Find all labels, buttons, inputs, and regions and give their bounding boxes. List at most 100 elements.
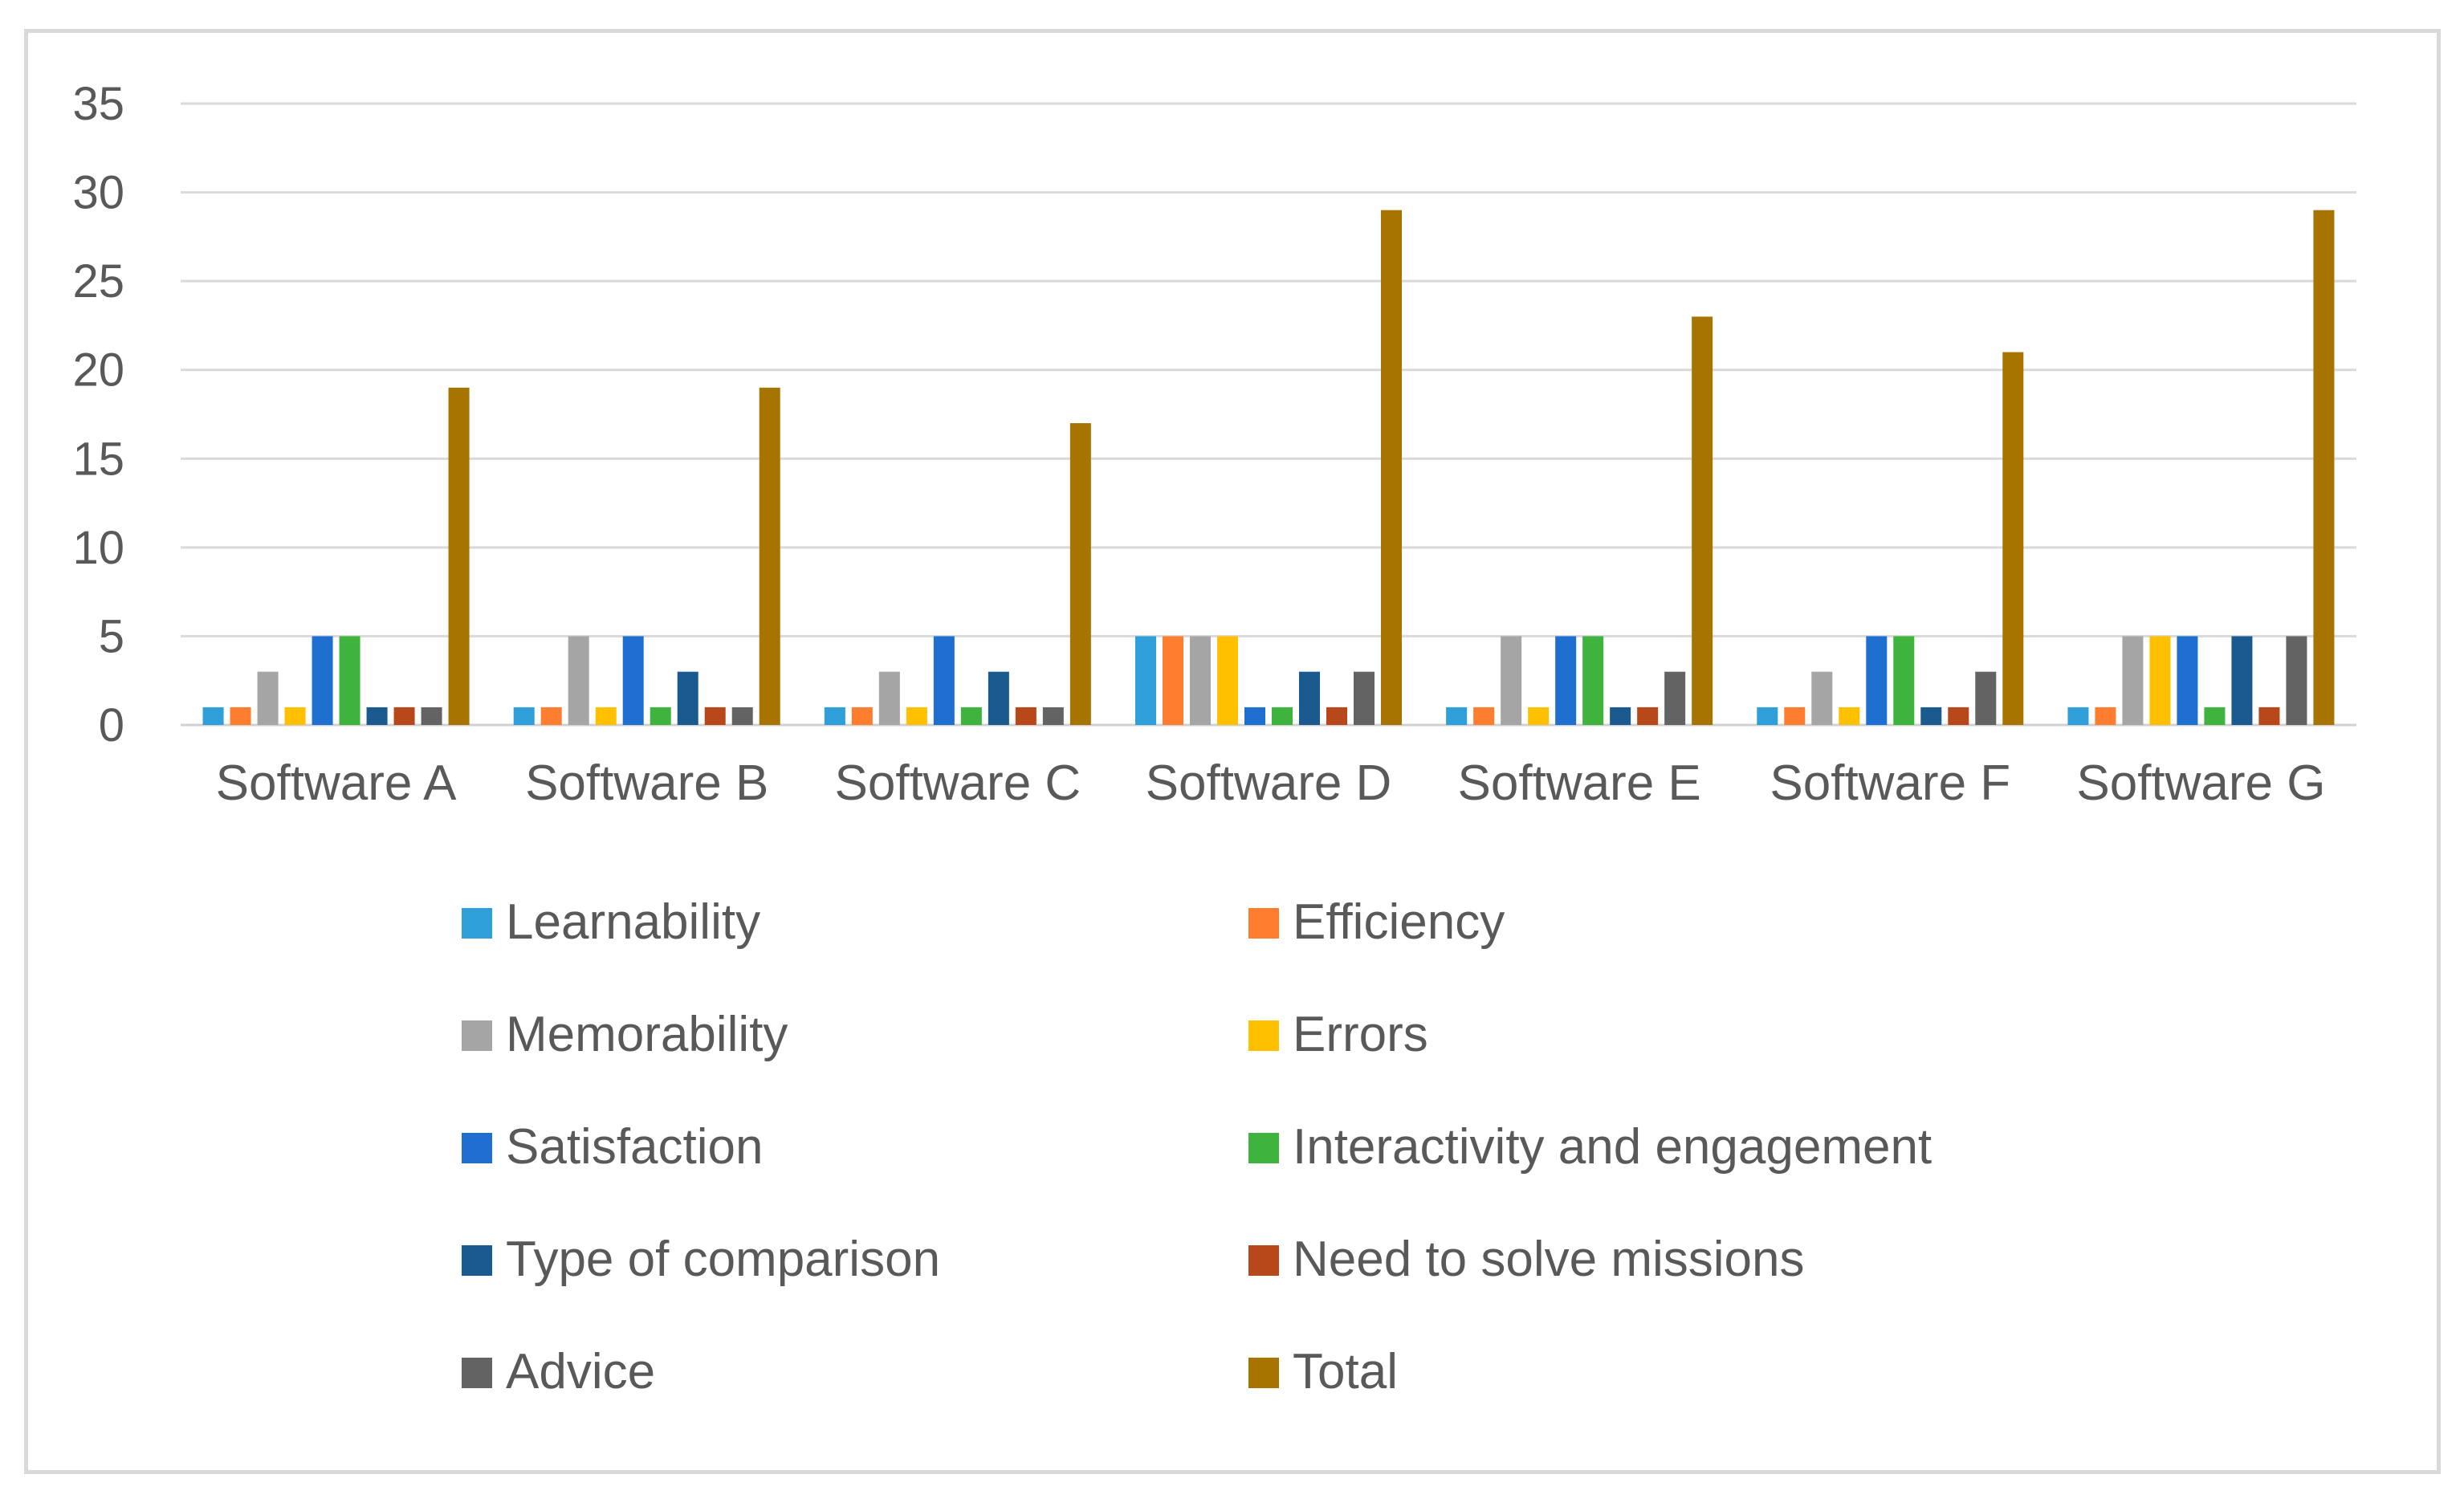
bar-errors-2 [906, 707, 927, 725]
bar-need-to-solve-missions-5 [1948, 707, 1969, 725]
x-tick-label: Software B [525, 756, 768, 811]
legend-label: Interactivity and engagement [1293, 1119, 1932, 1175]
bar-advice-6 [2286, 636, 2307, 725]
bar-type-of-comparison-2 [988, 671, 1009, 725]
bars [202, 210, 2335, 725]
bar-type-of-comparison-1 [677, 671, 698, 725]
bar-efficiency-5 [1784, 707, 1806, 725]
bar-satisfaction-5 [1866, 636, 1888, 725]
bar-errors-3 [1217, 636, 1238, 725]
legend-label: Efficiency [1293, 894, 1505, 950]
bar-total-3 [1381, 210, 1402, 725]
x-axis-labels: Software A Software B Software C Software D… [216, 756, 2326, 811]
bar-learnability-2 [824, 707, 845, 725]
bar-advice-2 [1042, 707, 1064, 725]
bar-interactivity-and-engagement-0 [339, 636, 360, 725]
y-tick-label: 35 [72, 78, 124, 130]
legend-label: Total [1293, 1344, 1398, 1399]
legend-label: Type of comparison [506, 1232, 940, 1287]
x-tick-label: Software G [2076, 756, 2325, 811]
bar-efficiency-1 [540, 707, 562, 725]
bar-need-to-solve-missions-1 [704, 707, 726, 725]
legend-label: Advice [506, 1344, 655, 1399]
bar-need-to-solve-missions-2 [1015, 707, 1037, 725]
bar-total-5 [2002, 352, 2024, 725]
bar-satisfaction-2 [933, 636, 955, 725]
bar-advice-5 [1975, 671, 1997, 725]
legend-swatch-learnability [462, 908, 492, 939]
x-tick-label: Software E [1458, 756, 1701, 811]
bar-need-to-solve-missions-3 [1326, 707, 1347, 725]
legend-swatch-memorability [462, 1020, 492, 1051]
bar-interactivity-and-engagement-6 [2204, 707, 2226, 725]
legend-swatch-total [1248, 1358, 1279, 1388]
y-tick-label: 30 [72, 167, 124, 219]
legend-swatch-advice [462, 1358, 492, 1388]
bar-type-of-comparison-5 [1920, 707, 1942, 725]
bar-total-2 [1069, 423, 1091, 725]
legend-label: Learnability [506, 894, 760, 950]
bar-total-0 [448, 387, 470, 725]
bar-total-4 [1692, 316, 1713, 725]
gridlines [181, 102, 2356, 727]
bar-memorability-2 [878, 671, 900, 725]
bar-satisfaction-4 [1555, 636, 1577, 725]
bar-efficiency-2 [851, 707, 873, 725]
bar-learnability-0 [202, 707, 224, 725]
legend-swatch-type-of-comparison [462, 1245, 492, 1276]
bar-errors-0 [284, 707, 306, 725]
bar-learnability-6 [2067, 707, 2089, 725]
bar-need-to-solve-missions-6 [2258, 707, 2280, 725]
bar-satisfaction-3 [1244, 707, 1265, 725]
legend-swatch-efficiency [1248, 908, 1279, 939]
bar-satisfaction-6 [2177, 636, 2198, 725]
bar-errors-5 [1839, 707, 1860, 725]
y-tick-label: 10 [72, 522, 124, 574]
bar-type-of-comparison-6 [2231, 636, 2253, 725]
bar-advice-3 [1354, 671, 1375, 725]
legend-swatch-interactivity-and-engagement [1248, 1133, 1279, 1163]
y-axis-labels: 0 5 10 15 20 25 30 35 [72, 78, 124, 751]
y-tick-label: 25 [72, 255, 124, 308]
bar-advice-1 [731, 707, 753, 725]
legend-label: Satisfaction [506, 1119, 764, 1175]
bar-interactivity-and-engagement-3 [1272, 707, 1293, 725]
bar-memorability-6 [2122, 636, 2144, 725]
legend-label: Errors [1293, 1007, 1428, 1062]
bar-errors-1 [595, 707, 617, 725]
bar-errors-4 [1528, 707, 1550, 725]
x-tick-label: Software F [1770, 756, 2010, 811]
bar-type-of-comparison-4 [1610, 707, 1631, 725]
bar-satisfaction-1 [622, 636, 644, 725]
bar-errors-6 [2149, 636, 2171, 725]
bar-learnability-4 [1446, 707, 1468, 725]
legend: Learnability Efficiency Memorability Errors… [462, 894, 1932, 1399]
bar-learnability-5 [1757, 707, 1778, 725]
legend-swatch-satisfaction [462, 1133, 492, 1163]
bar-need-to-solve-missions-0 [393, 707, 415, 725]
bar-advice-0 [421, 707, 442, 725]
bar-efficiency-6 [2095, 707, 2116, 725]
x-tick-label: Software A [216, 756, 457, 811]
bar-memorability-5 [1811, 671, 1833, 725]
y-tick-label: 15 [72, 433, 124, 485]
bar-interactivity-and-engagement-2 [960, 707, 982, 725]
bar-satisfaction-0 [312, 636, 333, 725]
bar-advice-4 [1664, 671, 1686, 725]
bar-memorability-1 [568, 636, 589, 725]
legend-label: Need to solve missions [1293, 1232, 1805, 1287]
bar-memorability-4 [1501, 636, 1522, 725]
bar-efficiency-3 [1163, 636, 1183, 725]
y-tick-label: 5 [99, 610, 124, 662]
y-tick-label: 20 [72, 344, 124, 397]
chart-frame: 0 5 10 15 20 25 30 35 Software A Software B Softw… [24, 29, 2441, 1474]
bar-memorability-0 [257, 671, 279, 725]
bar-total-6 [2313, 210, 2335, 725]
bar-efficiency-4 [1473, 707, 1495, 725]
legend-swatch-need-to-solve-missions [1248, 1245, 1279, 1276]
bar-total-1 [759, 387, 780, 725]
x-tick-label: Software C [835, 756, 1081, 811]
x-tick-label: Software D [1146, 756, 1392, 811]
bar-learnability-1 [513, 707, 535, 725]
